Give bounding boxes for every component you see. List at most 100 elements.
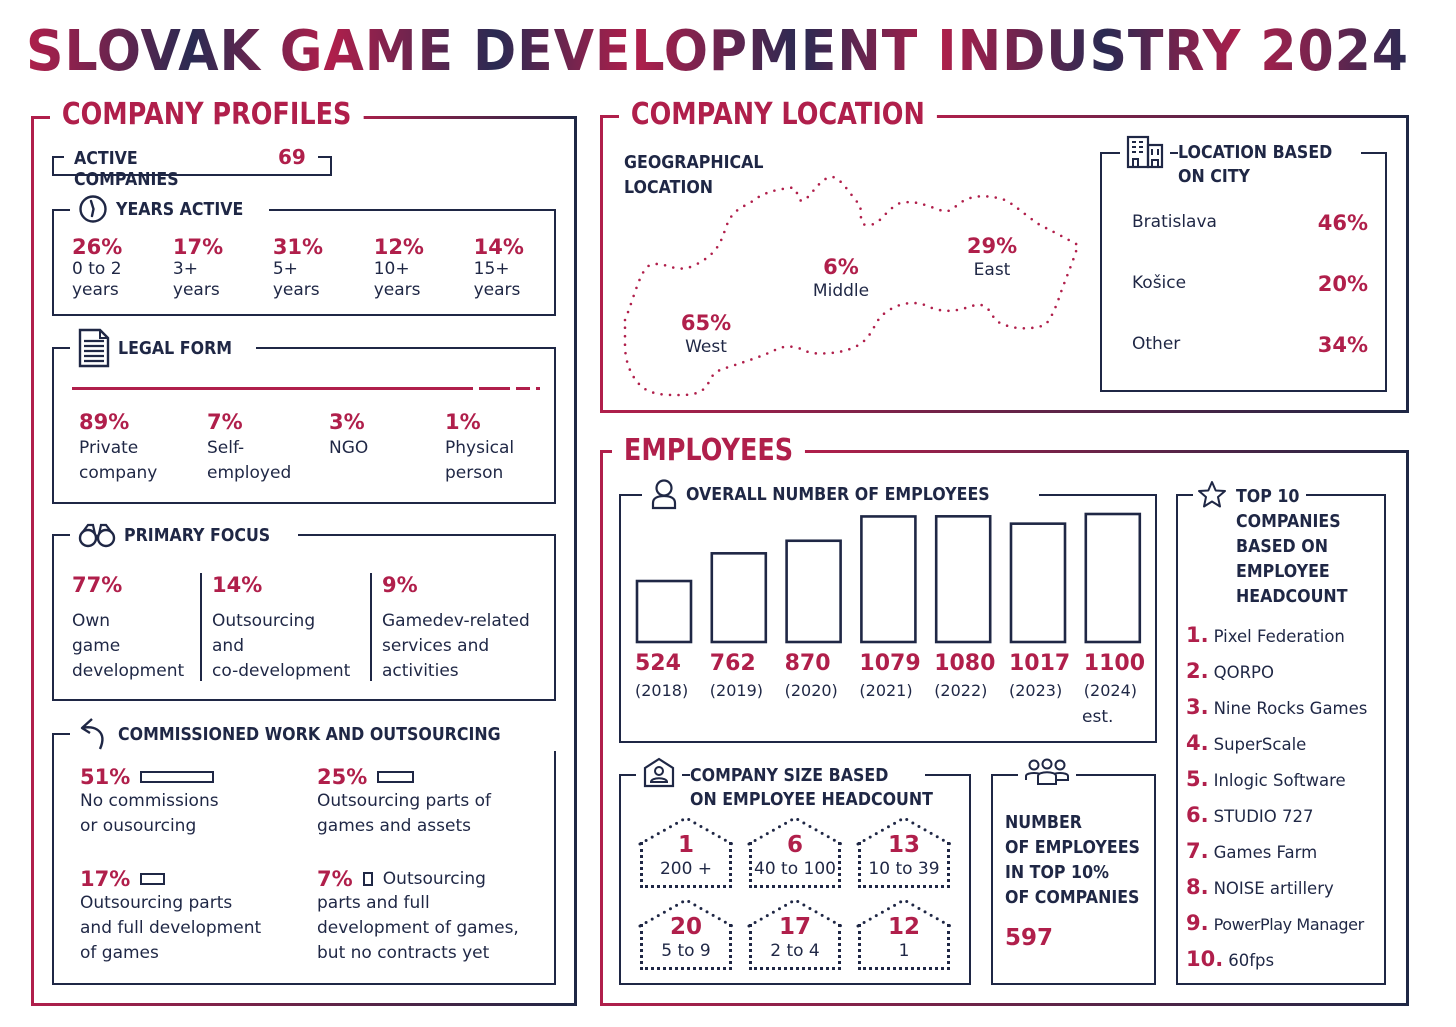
employees-year-label: (2020) bbox=[784, 681, 838, 700]
employees-year-label: (2019) bbox=[709, 681, 763, 700]
top10-name: 60fps bbox=[1228, 951, 1275, 970]
arrow-back-icon bbox=[78, 717, 110, 751]
primary-focus-label: co-development bbox=[212, 661, 351, 681]
legal-form-value: 89% bbox=[79, 410, 130, 434]
top10-item: 1. Pixel Federation bbox=[1186, 623, 1386, 659]
years-active-label: years bbox=[272, 280, 320, 300]
top10-item: 2. QORPO bbox=[1186, 659, 1386, 695]
top10pct-value: 597 bbox=[1005, 925, 1054, 951]
top10-item: 8. NOISE artillery bbox=[1186, 875, 1386, 911]
primary-focus-value: 9% bbox=[382, 573, 418, 597]
primary-focus-label: Own bbox=[72, 611, 111, 631]
commissioned-label: Outsourcing parts of bbox=[317, 791, 492, 811]
top10-name: Games Farm bbox=[1213, 843, 1318, 862]
legal-form-item: 89% Private company bbox=[79, 410, 207, 486]
active-companies: ACTIVE COMPANIES 69 bbox=[74, 145, 306, 190]
top10-item: 7. Games Farm bbox=[1186, 839, 1386, 875]
commissioned-share-bar bbox=[377, 771, 414, 783]
commissioned-share-bar bbox=[140, 771, 215, 783]
region-middle: 6% Middle bbox=[806, 255, 876, 303]
employees-bar-labels: 524 (2018) 762 (2019) 870 (2020) 1079 (2021) 108… bbox=[628, 652, 1148, 732]
commissioned-item: 7% Outsourcing parts and full development… bbox=[317, 867, 519, 966]
geo-heading: GEOGRAPHICAL LOCATION bbox=[624, 150, 763, 200]
top10-rank: 6. bbox=[1186, 803, 1209, 827]
top10pct-heading: NUMBER OF EMPLOYEES IN TOP 10% OF COMPAN… bbox=[1005, 810, 1140, 910]
city-name: Košice bbox=[1132, 273, 1187, 293]
company-size-range: 200 + bbox=[659, 859, 713, 879]
commissioned-value: 51% bbox=[80, 765, 131, 789]
primary-focus-title: PRIMARY FOCUS bbox=[70, 522, 299, 548]
city-name: Other bbox=[1132, 334, 1181, 354]
employees-value-label: 1079 bbox=[859, 651, 921, 676]
company-location-heading: COMPANY LOCATION bbox=[619, 98, 937, 132]
years-active-label: 3+ bbox=[172, 259, 198, 279]
commissioned-value: 17% bbox=[80, 867, 131, 891]
city-heading-line: ON CITY bbox=[1178, 166, 1251, 187]
city-value: 34% bbox=[1317, 333, 1368, 357]
commissioned-value: 7% bbox=[317, 867, 353, 891]
years-active-label: 5+ bbox=[272, 259, 298, 279]
top10-rank: 9. bbox=[1186, 911, 1209, 935]
house-roof bbox=[856, 898, 952, 928]
employees-bar bbox=[635, 579, 693, 644]
commissioned-label: games and assets bbox=[317, 816, 471, 836]
company-profiles-heading: COMPANY PROFILES bbox=[50, 98, 364, 132]
legal-form-label: company bbox=[79, 463, 158, 483]
primary-focus-label: development bbox=[72, 661, 185, 681]
top10-rank: 2. bbox=[1186, 659, 1209, 683]
company-size-item: 20 5 to 9 bbox=[640, 900, 732, 970]
page-title: SLOVAK GAME DEVELOPMENT INDUSTRY 2024 bbox=[26, 19, 1409, 84]
employees-bar bbox=[710, 552, 768, 644]
star-icon bbox=[1193, 480, 1231, 512]
legal-form-item: 1% Physical person bbox=[445, 410, 545, 486]
top10-item: 4. SuperScale bbox=[1186, 731, 1386, 767]
years-active-label: 15+ bbox=[473, 259, 510, 279]
city-heading-line: LOCATION BASED bbox=[1178, 142, 1333, 163]
legal-form-label: NGO bbox=[329, 438, 369, 458]
employees-bar-label: 870 (2020) bbox=[785, 652, 857, 702]
years-active-list: 26% 0 to 2 years 17% 3+ years 31% 5+ yea… bbox=[72, 235, 552, 301]
legal-form-title: LEGAL FORM bbox=[70, 328, 256, 368]
years-active-item: 31% 5+ years bbox=[273, 235, 374, 301]
company-size-range: 1 bbox=[898, 941, 910, 961]
commissioned-share-bar bbox=[362, 872, 373, 886]
document-icon bbox=[78, 328, 110, 368]
top10-heading-line: EMPLOYEE bbox=[1236, 561, 1330, 582]
legal-form-item: 7% Self- employed bbox=[207, 410, 329, 486]
primary-focus-label: game bbox=[72, 636, 121, 656]
city-title: LOCATION BASED ON CITY bbox=[1120, 135, 1362, 189]
primary-focus-label: activities bbox=[382, 661, 459, 681]
employees-chart-title: OVERALL NUMBER OF EMPLOYEES bbox=[642, 478, 1040, 510]
top10-name: QORPO bbox=[1213, 663, 1274, 682]
city-row: Other 34% bbox=[1132, 333, 1368, 394]
active-companies-tick-right bbox=[318, 156, 332, 158]
primary-focus-value: 77% bbox=[72, 573, 123, 597]
top10-rank: 5. bbox=[1186, 767, 1209, 791]
city-row: Bratislava 46% bbox=[1132, 211, 1368, 272]
active-companies-label: ACTIVE COMPANIES bbox=[74, 148, 179, 190]
house-person-icon bbox=[636, 756, 682, 788]
years-active-value: 31% bbox=[272, 235, 324, 259]
city-list: Bratislava 46% Košice 20% Other 34% bbox=[1132, 211, 1368, 394]
house-roof bbox=[747, 898, 843, 928]
company-size-item: 6 40 to 100 bbox=[749, 818, 841, 888]
region-label: West bbox=[685, 337, 727, 357]
top10-item: 9. PowerPlay Manager bbox=[1186, 911, 1386, 947]
primary-focus-label: services and bbox=[382, 636, 490, 656]
estimate-note: est. bbox=[1082, 707, 1114, 727]
employees-bar bbox=[934, 515, 992, 644]
primary-focus-value: 14% bbox=[212, 573, 263, 597]
years-active-value: 17% bbox=[172, 235, 224, 259]
legal-form-list: 89% Private company 7% Self- employed 3%… bbox=[79, 410, 545, 486]
clock-icon bbox=[78, 194, 108, 224]
years-active-heading: YEARS ACTIVE bbox=[116, 198, 244, 220]
legal-form-share-bar bbox=[72, 387, 540, 390]
employees-bar-label: 1080 (2022) bbox=[934, 652, 1006, 702]
commissioned-item: 51% No commissions or ousourcing bbox=[80, 765, 219, 839]
region-value: 65% bbox=[680, 311, 732, 335]
company-size-item: 1 200 + bbox=[640, 818, 732, 888]
legal-form-item: 3% NGO bbox=[329, 410, 445, 486]
legal-form-label: person bbox=[445, 463, 504, 483]
employees-year-label: (2018) bbox=[635, 681, 689, 700]
employees-year-label: (2023) bbox=[1009, 681, 1063, 700]
